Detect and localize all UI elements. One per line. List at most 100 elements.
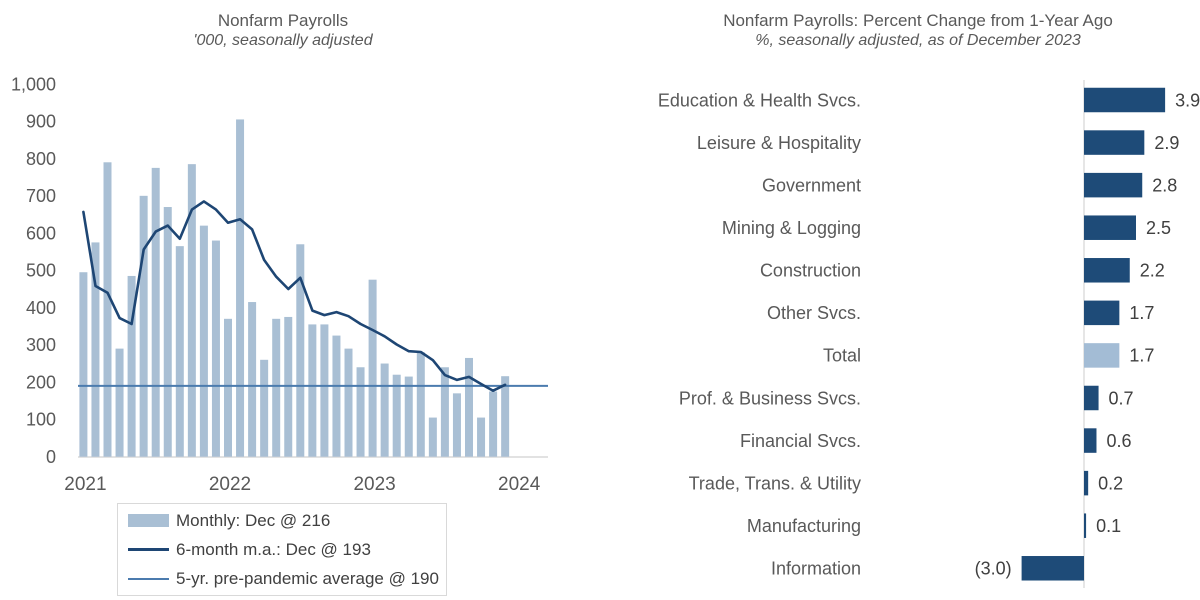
monthly-bar (248, 302, 257, 457)
monthly-bar (187, 164, 196, 457)
monthly-bar (344, 348, 353, 457)
value-label: 1.7 (1129, 303, 1154, 323)
industry-bar (1084, 428, 1097, 453)
monthly-bar (452, 393, 461, 457)
x-tick-label: 2023 (353, 474, 395, 495)
category-label: Information (771, 559, 861, 579)
y-tick-label: 400 (26, 298, 56, 318)
value-label: 2.2 (1140, 261, 1165, 281)
y-tick-label: 1,000 (11, 74, 56, 94)
value-label: (3.0) (975, 559, 1012, 579)
monthly-bar (224, 318, 232, 457)
industry-bar (1084, 470, 1089, 496)
y-tick-label: 900 (26, 112, 56, 132)
monthly-bar (332, 335, 341, 457)
right-chart-subtitle: %, seasonally adjusted, as of December 2… (755, 32, 1081, 49)
category-label: Leisure & Hospitality (697, 133, 861, 153)
monthly-bar (139, 195, 148, 457)
legend-label-monthly: Monthly: Dec @ 216 (176, 510, 331, 530)
legend-label-6-month-ma: 6-month m.a.: Dec @ 193 (176, 539, 371, 559)
legend-item-pre-pandemic-average: 5-yr. pre-pandemic average @ 190 (118, 564, 446, 593)
left-chart-subtitle: '000, seasonally adjusted (193, 32, 373, 49)
monthly-bar (308, 324, 317, 457)
monthly-bar (272, 318, 281, 457)
monthly-bar (404, 376, 413, 457)
value-label: 3.9 (1175, 90, 1200, 110)
legend-item-monthly: Monthly: Dec @ 216 (118, 506, 446, 535)
category-label: Manufacturing (747, 516, 861, 536)
category-label: Government (762, 175, 861, 195)
monthly-bar (103, 162, 112, 457)
industry-bar (1021, 556, 1084, 581)
monthly-bar (465, 357, 473, 457)
monthly-bar (260, 359, 269, 457)
monthly-bar (501, 376, 510, 457)
monthly-bar (356, 367, 365, 457)
industry-bar (1084, 215, 1136, 240)
monthly-bar (428, 417, 437, 457)
y-tick-label: 0 (46, 447, 56, 467)
category-label: Prof. & Business Svcs. (679, 388, 861, 408)
monthly-bar (477, 417, 486, 457)
y-tick-label: 800 (26, 149, 56, 169)
legend-label-pre-pandemic-average: 5-yr. pre-pandemic average @ 190 (176, 568, 439, 588)
monthly-bar (199, 225, 208, 457)
value-label: 2.8 (1152, 175, 1177, 195)
six-month-ma-line (82, 200, 507, 393)
value-label: 1.7 (1129, 346, 1154, 366)
industry-bar (1084, 385, 1099, 411)
value-label: 0.6 (1106, 431, 1131, 451)
y-tick-label: 700 (26, 186, 56, 206)
monthly-bar (115, 348, 124, 457)
value-label: 2.9 (1154, 133, 1179, 153)
monthly-bar (368, 279, 377, 457)
x-tick-label: 2021 (64, 474, 106, 495)
monthly-bar (489, 391, 498, 457)
x-tick-label: 2024 (498, 474, 541, 495)
monthly-bar (79, 272, 88, 457)
legend-item-6-month-ma: 6-month m.a.: Dec @ 193 (118, 535, 446, 564)
category-label: Mining & Logging (722, 218, 861, 238)
value-label: 0.1 (1096, 516, 1121, 536)
monthly-bar-swatch (128, 514, 169, 527)
industry-bar (1084, 172, 1143, 198)
average-line-swatch (128, 577, 169, 580)
monthly-bar (163, 207, 172, 457)
monthly-bar (175, 246, 184, 457)
industry-bar (1084, 513, 1087, 538)
category-label: Total (823, 346, 861, 366)
monthly-bar (236, 119, 245, 457)
industry-bar (1084, 258, 1130, 283)
industry-bar (1084, 343, 1120, 368)
category-label: Financial Svcs. (740, 431, 861, 451)
y-tick-label: 500 (26, 261, 56, 281)
category-label: Trade, Trans. & Utility (689, 473, 861, 493)
x-tick-label: 2022 (209, 474, 251, 495)
right-chart-title: Nonfarm Payrolls: Percent Change from 1-… (723, 11, 1113, 30)
y-tick-label: 300 (26, 335, 56, 355)
value-label: 2.5 (1146, 218, 1171, 238)
monthly-bar (416, 352, 425, 457)
ma-line-swatch (128, 548, 169, 551)
y-tick-label: 100 (26, 410, 56, 430)
category-label: Education & Health Svcs. (658, 90, 861, 110)
value-label: 0.7 (1109, 388, 1134, 408)
monthly-bar (320, 324, 329, 457)
industry-bar (1084, 87, 1166, 113)
y-tick-label: 200 (26, 372, 56, 392)
monthly-bar (296, 244, 305, 457)
monthly-bar (151, 167, 160, 457)
industry-bar (1084, 130, 1145, 155)
value-label: 0.2 (1098, 473, 1123, 493)
monthly-bar (127, 275, 136, 457)
monthly-bar (440, 367, 449, 457)
category-label: Construction (760, 261, 861, 281)
monthly-bar (91, 242, 100, 457)
y-tick-label: 600 (26, 223, 56, 243)
left-chart-title: Nonfarm Payrolls (217, 11, 349, 30)
monthly-bar (380, 363, 389, 457)
industry-bar (1084, 300, 1120, 326)
category-label: Other Svcs. (767, 303, 861, 323)
